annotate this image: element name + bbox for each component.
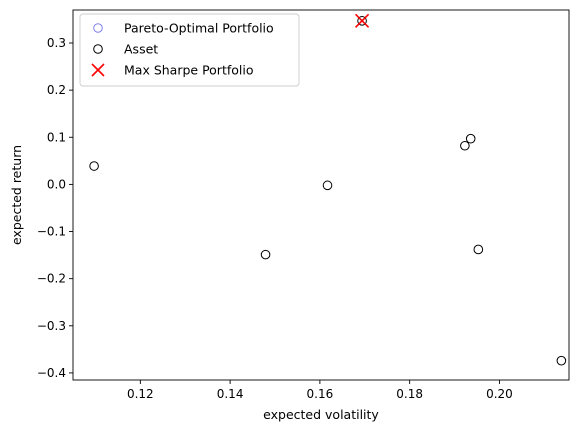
x-tick-label: 0.12 (127, 387, 154, 401)
y-tick-label: 0.2 (47, 83, 66, 97)
legend-marker-asset (93, 44, 103, 54)
asset-point (260, 249, 271, 260)
y-axis-label: expected return (9, 145, 24, 245)
x-axis-label: expected volatility (263, 407, 379, 422)
x-tick-label: 0.14 (217, 387, 244, 401)
legend-marker-max-sharpe (91, 63, 105, 77)
plot-frame (72, 9, 570, 381)
asset-point (89, 161, 99, 171)
legend-label-asset: Asset (124, 42, 158, 57)
asset-point (357, 16, 367, 26)
asset-point (556, 355, 567, 366)
legend: Pareto-Optimal Portfolio Asset Max Sharp… (79, 13, 300, 87)
axis-ticks: 0.12 0.14 0.16 0.18 0.20 0.3 0.2 0.1 0.0 −0.1 −0.2… (37, 36, 513, 401)
asset-point (460, 140, 470, 151)
y-tick-label: −0.4 (37, 366, 66, 380)
y-tick-label: −0.1 (37, 225, 66, 239)
asset-point (473, 244, 484, 255)
data-marks (89, 13, 567, 366)
y-tick-label: 0.1 (47, 130, 66, 144)
y-tick-label: −0.2 (37, 272, 66, 286)
y-tick-label: 0.0 (47, 177, 66, 191)
legend-box (79, 13, 300, 87)
asset-point (465, 133, 476, 144)
x-tick-label: 0.18 (396, 387, 423, 401)
legend-label-pareto: Pareto-Optimal Portfolio (124, 21, 274, 36)
max-sharpe-point (355, 13, 370, 28)
x-tick-label: 0.16 (307, 387, 334, 401)
legend-label-max-sharpe: Max Sharpe Portfolio (124, 63, 254, 78)
legend-marker-pareto (93, 23, 103, 33)
y-tick-label: 0.3 (47, 36, 66, 50)
asset-point (322, 180, 333, 191)
x-tick-label: 0.20 (486, 387, 513, 401)
y-tick-label: −0.3 (37, 319, 66, 333)
